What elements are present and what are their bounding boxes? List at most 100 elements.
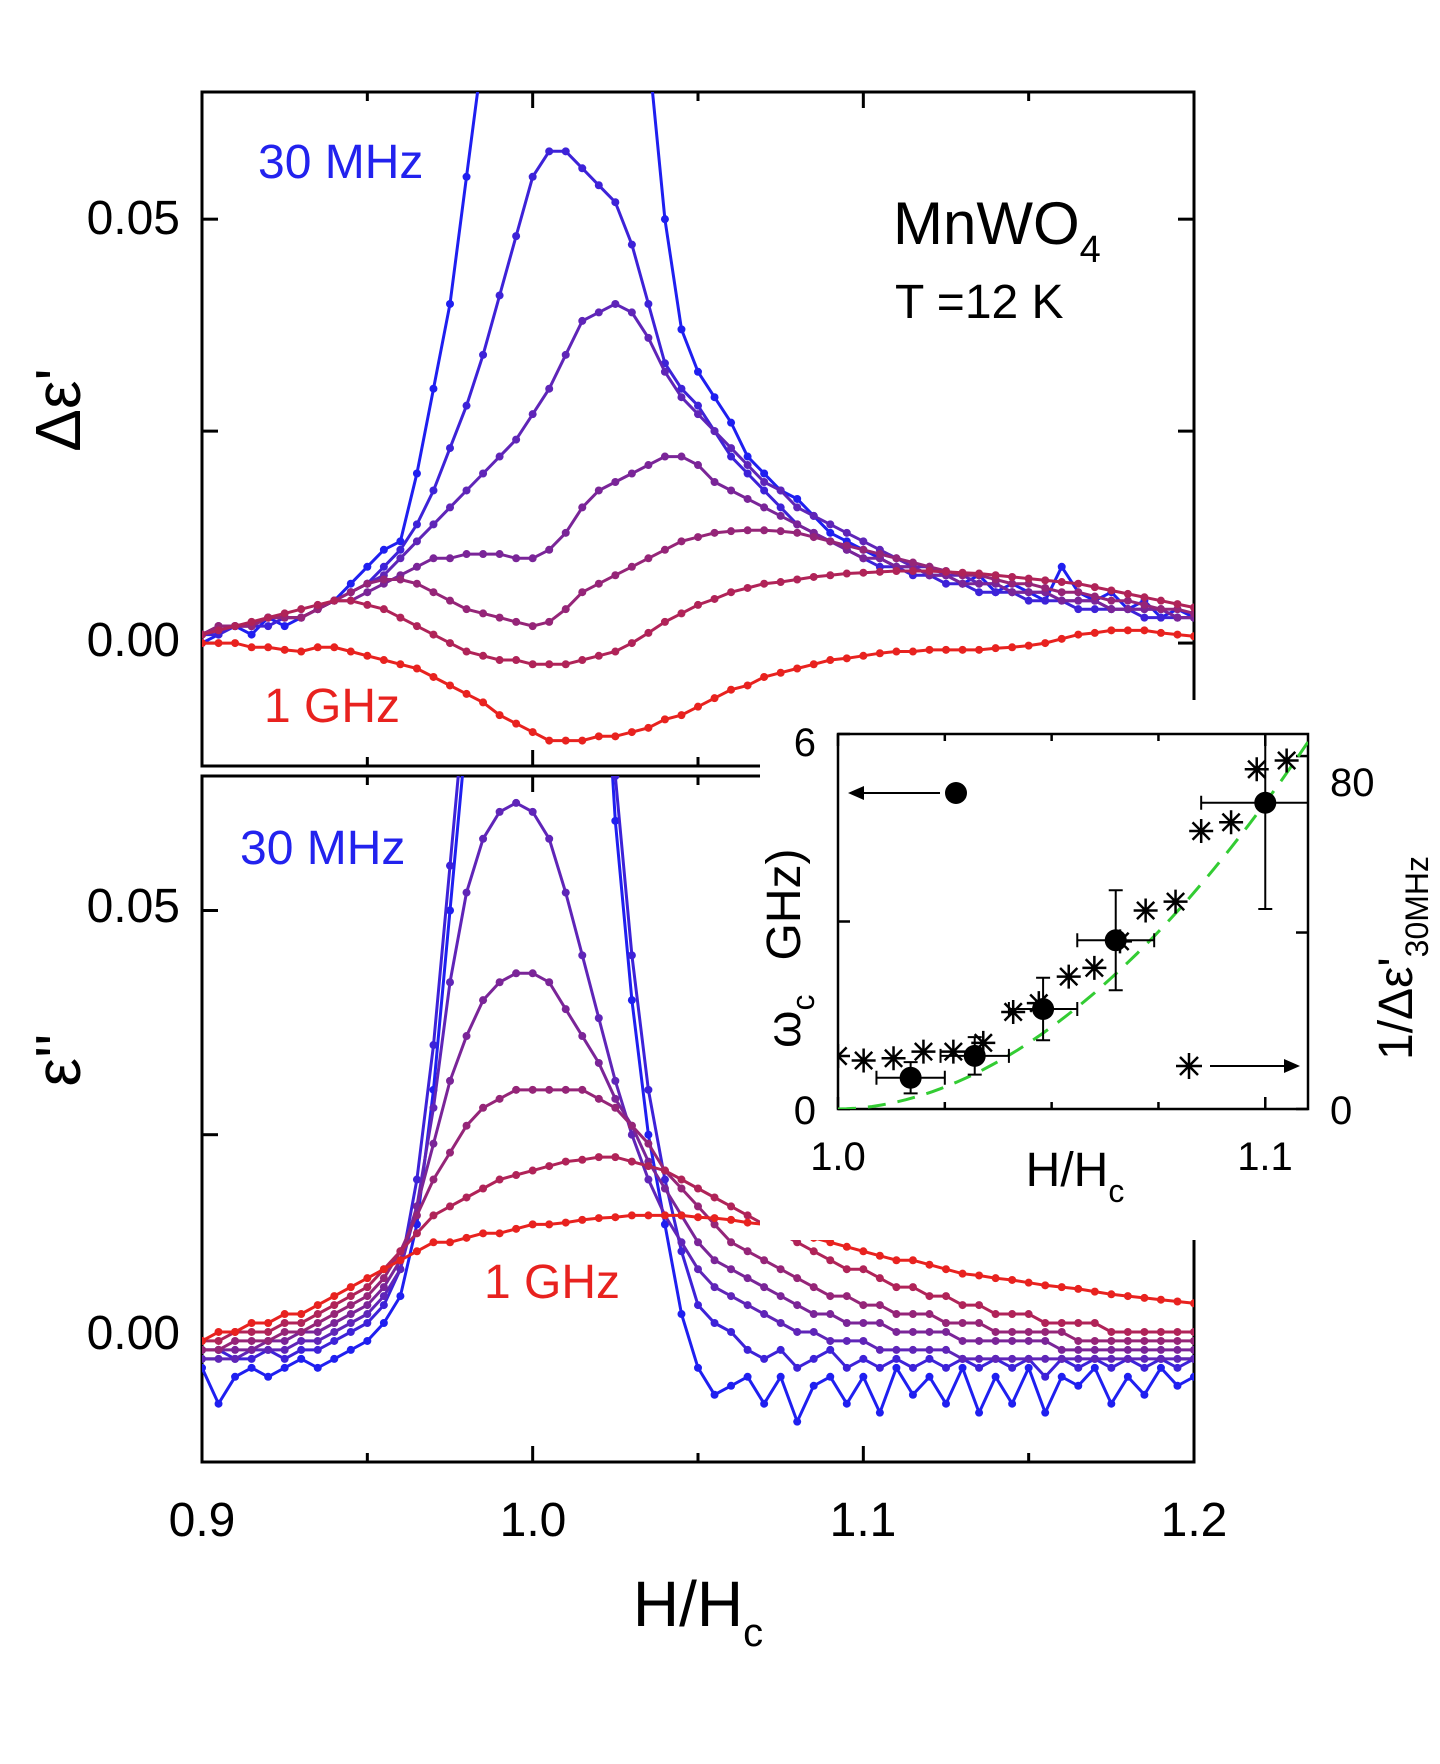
data-point: [743, 1274, 752, 1283]
data-point: [330, 1301, 339, 1310]
data-point: [363, 579, 372, 588]
data-point: [512, 1224, 521, 1233]
top-ytick-label: 0.05: [87, 192, 180, 245]
data-point: [644, 1130, 653, 1139]
data-point: [776, 1372, 785, 1381]
star-marker: [1082, 955, 1107, 980]
data-point: [231, 1327, 240, 1336]
data-point: [760, 1399, 769, 1408]
inset-panel: 6 0 80 0 1.0 1.1 H/Hc ωcGHz) 1/Δε'30MHz: [758, 700, 1440, 1240]
data-point: [214, 1399, 223, 1408]
data-point: [710, 1390, 719, 1399]
data-point: [412, 1229, 421, 1238]
inset-right-y-label-sub: 30MHz: [1399, 856, 1435, 957]
data-point: [313, 1336, 322, 1345]
data-point: [412, 622, 421, 631]
data-point: [908, 1310, 917, 1319]
data-point: [875, 1251, 884, 1260]
data-point: [561, 660, 570, 669]
data-point: [330, 643, 339, 652]
data-point: [1024, 1363, 1033, 1372]
material-formula: MnWO: [893, 190, 1080, 257]
data-point: [412, 520, 421, 529]
data-point: [991, 1274, 1000, 1283]
data-point: [611, 477, 620, 486]
data-point: [1190, 1299, 1194, 1308]
data-point: [462, 1193, 471, 1202]
data-point: [330, 1336, 339, 1345]
inset-legend-star: [1176, 1053, 1300, 1079]
data-point: [743, 494, 752, 503]
data-point: [561, 1157, 570, 1166]
data-point: [892, 1310, 901, 1319]
inset-right-ytick-label: 80: [1330, 761, 1375, 805]
data-point: [925, 1354, 934, 1363]
data-point: [1024, 1310, 1033, 1319]
bottom-ytick-label: 0.00: [87, 1307, 180, 1360]
data-point: [1090, 605, 1099, 614]
data-point: [346, 596, 355, 605]
data-point: [330, 1292, 339, 1301]
data-point: [644, 628, 653, 637]
data-point: [528, 1085, 537, 1094]
data-point: [1123, 1354, 1132, 1363]
data-point: [346, 647, 355, 656]
data-point: [1041, 1281, 1050, 1290]
data-point: [842, 528, 851, 537]
data-point: [776, 1292, 785, 1301]
data-point: [1074, 1381, 1083, 1390]
data-point: [379, 1292, 388, 1301]
data-point: [528, 969, 537, 978]
bottom-xtick-label: 0.9: [169, 1494, 236, 1547]
data-point: [975, 1363, 984, 1372]
data-point: [958, 568, 967, 577]
data-point: [429, 554, 438, 563]
data-point: [908, 567, 917, 576]
data-point: [1190, 1372, 1194, 1381]
data-point: [875, 550, 884, 559]
data-point: [694, 410, 702, 419]
data-point: [1074, 630, 1083, 639]
data-point: [412, 579, 421, 588]
data-point: [627, 728, 636, 737]
data-point: [346, 1327, 355, 1336]
data-point: [446, 503, 454, 512]
data-point: [1074, 596, 1083, 605]
data-point: [793, 1238, 802, 1247]
data-point: [760, 1354, 769, 1363]
data-point: [429, 520, 438, 529]
data-point: [611, 1153, 620, 1162]
data-point: [1057, 634, 1066, 643]
data-point: [710, 1214, 719, 1223]
temperature-label: T =12 K: [895, 276, 1064, 329]
data-point: [429, 672, 438, 681]
data-point: [1123, 1336, 1132, 1345]
data-point: [1173, 1327, 1182, 1336]
data-point: [809, 511, 818, 520]
data-point: [264, 1336, 273, 1345]
data-point: [561, 147, 570, 156]
data-point: [644, 1162, 653, 1171]
data-point: [1024, 1354, 1033, 1363]
data-point: [710, 528, 719, 537]
data-point: [727, 418, 736, 427]
data-point: [908, 1327, 917, 1336]
data-point: [793, 1363, 802, 1372]
data-point: [247, 643, 256, 652]
inset-left-y-label-sub: c: [785, 995, 821, 1011]
data-point: [429, 588, 438, 597]
data-point: [942, 1292, 950, 1301]
data-point: [627, 469, 636, 478]
data-point: [892, 1283, 901, 1292]
data-point: [776, 503, 785, 512]
data-point: [859, 1247, 868, 1256]
data-point: [1090, 1354, 1099, 1363]
data-point: [528, 728, 537, 737]
data-point: [330, 1319, 339, 1328]
data-point: [446, 1076, 454, 1085]
data-point: [247, 1363, 256, 1372]
data-point: [991, 644, 1000, 653]
data-point: [479, 350, 488, 359]
data-point: [958, 1301, 967, 1310]
inset-background: [760, 700, 1440, 1240]
